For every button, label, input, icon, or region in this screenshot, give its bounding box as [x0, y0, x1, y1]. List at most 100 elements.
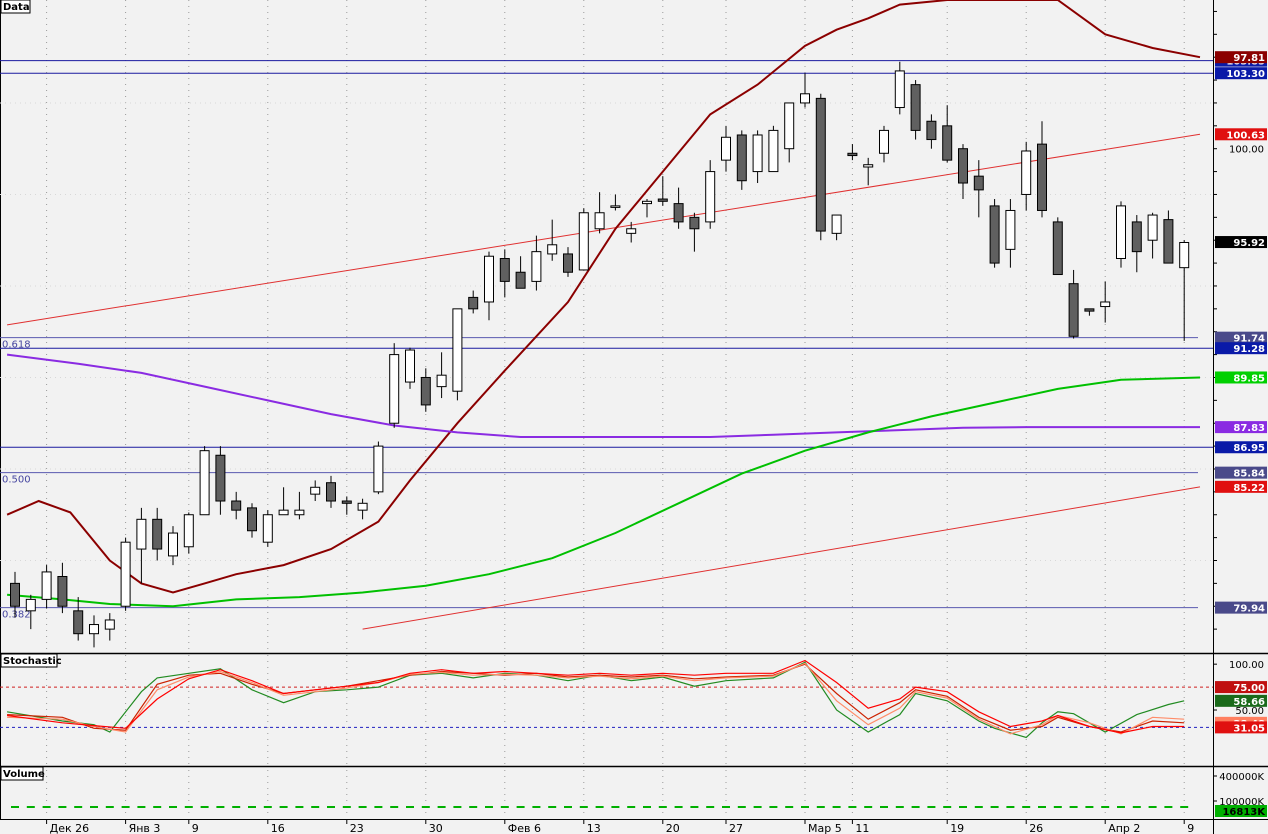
volume-bar — [595, 806, 604, 808]
volume-bar — [406, 806, 414, 808]
candle — [1068, 269, 1079, 339]
x-tick-label: 13 — [587, 822, 601, 834]
trendline-tag-text: 85.22 — [1233, 483, 1265, 494]
candle — [831, 214, 842, 241]
candle — [25, 594, 36, 630]
candle — [326, 475, 336, 508]
candle-body-down — [1068, 283, 1079, 337]
fib-value-tag: 85.84 — [1215, 466, 1267, 480]
fib-value-tag-text: 79.94 — [1233, 604, 1265, 615]
volume-bar — [1038, 806, 1046, 808]
moving-average-tag-box — [1215, 421, 1267, 434]
candle-body-up — [578, 212, 589, 271]
volume-bar — [453, 806, 462, 808]
candle-body-up — [484, 255, 494, 303]
candle-body-up — [800, 93, 810, 104]
volume-bar — [1022, 806, 1031, 808]
candle-body-down — [10, 582, 20, 607]
candle-body-up — [262, 514, 273, 543]
candle — [373, 441, 384, 495]
data-panel-label: Data — [0, 0, 31, 14]
fib-value-tag-text: 91.74 — [1233, 334, 1265, 345]
candle — [626, 221, 637, 243]
candle-body-up — [310, 486, 321, 495]
fib-ratio-label: 0.500 — [2, 475, 31, 486]
trendline-tag-text: 100.63 — [1226, 130, 1265, 141]
candle — [973, 160, 984, 218]
stochastic-value-tag: 58.66 — [1215, 694, 1267, 708]
candle — [610, 194, 621, 211]
candle-body-up — [389, 354, 400, 424]
volume-bar — [26, 806, 35, 808]
volume-bar — [74, 806, 83, 808]
candle-body-down — [215, 454, 226, 502]
volume-bar — [674, 806, 683, 808]
candle — [958, 144, 968, 200]
volume-bar — [485, 806, 493, 808]
candle — [989, 199, 1000, 268]
fib-value-tag-box — [1215, 331, 1267, 344]
volume-bar — [611, 806, 620, 808]
last-price-tag: 95.92 — [1215, 236, 1267, 249]
candle — [341, 496, 352, 515]
candle-body-down — [57, 576, 68, 607]
candle — [499, 249, 510, 298]
candle — [357, 498, 368, 520]
stochastic-panel-label: Stochastic — [0, 653, 62, 668]
candle-body-up — [626, 228, 637, 234]
trendline-tag: 85.22 — [1215, 480, 1267, 494]
candle-body-up — [1021, 150, 1032, 195]
candle — [41, 565, 52, 609]
x-tick-label: Янв 3 — [129, 822, 161, 834]
candle — [515, 256, 526, 289]
candle — [310, 480, 321, 502]
last-price-tag-box — [1215, 236, 1267, 249]
volume-bar — [311, 806, 320, 808]
volume-bar — [753, 806, 762, 808]
candle — [1084, 308, 1095, 316]
trendline-tag-box — [1215, 480, 1267, 493]
volume-bar — [232, 806, 241, 808]
volume-bar — [169, 806, 177, 808]
volume-bar — [579, 806, 588, 808]
stochastic-value-tag: 31.05 — [1215, 721, 1267, 734]
candle — [657, 176, 668, 206]
moving-average-tag-text: 89.85 — [1233, 373, 1265, 384]
volume-bar — [469, 806, 478, 808]
candle — [689, 212, 700, 252]
candle-body-up — [104, 619, 115, 630]
candle-body-down — [973, 175, 984, 191]
candle-body-down — [657, 198, 668, 202]
candle — [452, 308, 463, 401]
candle-body-up — [894, 70, 905, 109]
candle — [294, 491, 305, 520]
volume-bar — [358, 806, 367, 808]
candle-body-up — [768, 129, 779, 173]
candle-body-down — [1052, 221, 1063, 276]
stochastic-line — [7, 663, 1185, 733]
candle-body-down — [341, 500, 352, 504]
fib-value-tag: 79.94 — [1215, 601, 1267, 615]
volume-panel — [0, 768, 1213, 818]
candle-body-up — [41, 571, 52, 600]
volume-bar — [706, 806, 715, 808]
volume-y-tick-label: 100000K — [1219, 797, 1264, 808]
candle — [420, 368, 431, 412]
volume-bar — [643, 806, 651, 808]
trendline-tag: 100.63 — [1215, 128, 1267, 141]
volume-bar — [548, 806, 557, 808]
x-tick-label: Дек 26 — [50, 822, 90, 834]
level-tag-box — [1215, 67, 1267, 80]
candle-body-down — [910, 84, 921, 131]
stochastic-overbought-tag-box — [1215, 681, 1267, 694]
candle-body-down — [420, 376, 431, 406]
volume-bar — [500, 806, 509, 808]
level-tag-text: 103.30 — [1226, 69, 1265, 80]
volume-bar — [11, 806, 19, 808]
volume-bar — [105, 806, 114, 808]
candle-body-down — [689, 216, 700, 230]
volume-y-tick-label: 400000K — [1219, 772, 1264, 783]
candle-body-up — [784, 102, 795, 150]
candle — [215, 446, 226, 515]
